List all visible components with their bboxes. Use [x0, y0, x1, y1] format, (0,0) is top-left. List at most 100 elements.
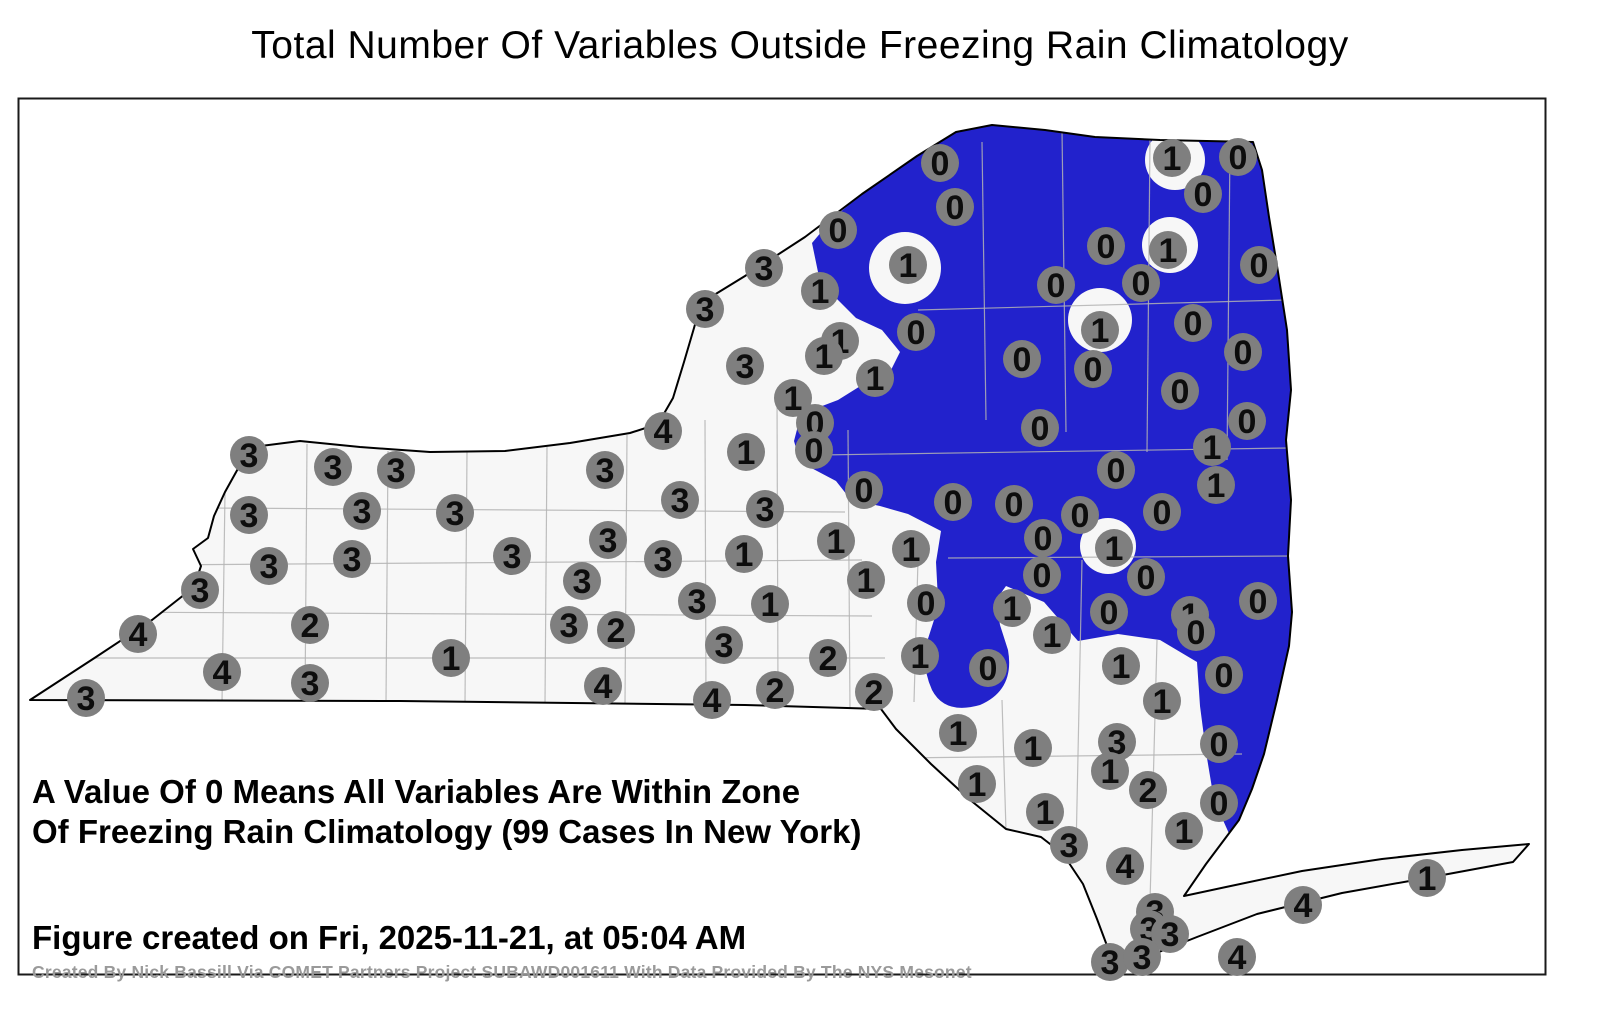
station-marker: 1 — [892, 530, 930, 569]
station-circle — [1129, 771, 1167, 809]
county-boundaries — [60, 129, 1291, 903]
station-circle — [1050, 826, 1088, 864]
station-marker: 3 — [230, 496, 268, 535]
station-marker: 1 — [993, 589, 1031, 628]
station-value: 0 — [1210, 726, 1229, 764]
station-marker: 0 — [1205, 656, 1243, 695]
station-value: 0 — [1137, 559, 1156, 597]
station-value: 1 — [1105, 530, 1124, 568]
station-circle — [847, 561, 885, 599]
station-circle — [686, 290, 724, 328]
station-value: 0 — [1210, 785, 1229, 823]
station-value: 1 — [1203, 429, 1222, 467]
station-value: 4 — [1228, 939, 1247, 977]
station-value: 3 — [260, 548, 279, 586]
station-circle — [856, 359, 894, 397]
station-marker: 0 — [969, 649, 1007, 688]
station-marker: 0 — [1200, 784, 1238, 823]
station-marker: 3 — [1091, 943, 1129, 982]
station-value: 2 — [819, 640, 838, 678]
station-value: 3 — [324, 449, 343, 487]
station-value: 2 — [1139, 772, 1158, 810]
station-value: 4 — [213, 654, 232, 692]
station-circle — [1228, 402, 1266, 440]
station-circle — [67, 679, 105, 717]
station-value: 0 — [1249, 583, 1268, 621]
station-circle — [661, 481, 699, 519]
station-value: 3 — [654, 541, 673, 579]
station-marker: 3 — [686, 290, 724, 329]
station-circle — [1014, 729, 1052, 767]
station-marker: 0 — [936, 188, 974, 227]
station-marker: 3 — [343, 492, 381, 531]
station-circle — [563, 562, 601, 600]
station-marker: 3 — [745, 249, 783, 288]
station-value: 1 — [968, 766, 987, 804]
station-circle — [756, 671, 794, 709]
station-circle — [1143, 682, 1181, 720]
station-circle — [343, 492, 381, 530]
station-value: 0 — [1033, 557, 1052, 595]
zone-annotation: A Value Of 0 Means All Variables Are Wit… — [32, 772, 861, 853]
station-marker: 0 — [819, 211, 857, 250]
station-marker: 0 — [934, 483, 972, 522]
station-value: 1 — [1101, 753, 1120, 791]
station-marker: 0 — [1143, 493, 1181, 532]
station-value: 4 — [654, 413, 673, 451]
station-marker: 1 — [432, 639, 470, 678]
station-marker: 0 — [1024, 519, 1062, 558]
station-value: 2 — [301, 607, 320, 645]
station-marker: 3 — [181, 571, 219, 610]
station-circle — [1174, 304, 1212, 342]
station-circle — [250, 547, 288, 585]
station-circle — [1033, 616, 1071, 654]
station-marker: 4 — [119, 615, 157, 654]
station-marker: 3 — [333, 540, 371, 579]
station-value: 3 — [696, 291, 715, 329]
station-value: 1 — [1159, 232, 1178, 270]
station-value: 0 — [855, 472, 874, 510]
station-marker: 3 — [493, 537, 531, 576]
station-marker: 1 — [727, 433, 765, 472]
station-circle — [586, 451, 624, 489]
station-circle — [1153, 139, 1191, 177]
station-value: 3 — [755, 250, 774, 288]
station-circle — [584, 667, 622, 705]
station-marker: 1 — [1149, 231, 1187, 270]
station-marker: 1 — [725, 535, 763, 574]
station-circle — [1149, 231, 1187, 269]
station-markers: 0 1 00 00 0 11 031 0 030 1 011 03 01 01 004 0 001 13 3 3 3 00… — [67, 138, 1446, 982]
station-value: 3 — [1101, 944, 1120, 982]
station-circle — [550, 606, 588, 644]
station-marker: 0 — [921, 144, 959, 183]
station-marker: 4 — [693, 681, 731, 720]
station-value: 0 — [1031, 410, 1050, 448]
station-circle — [119, 615, 157, 653]
station-value: 1 — [1112, 648, 1131, 686]
station-marker: 0 — [1023, 556, 1061, 595]
station-value: 1 — [949, 715, 968, 753]
station-value: 3 — [77, 680, 96, 718]
station-circle — [1095, 529, 1133, 567]
station-value: 0 — [1229, 139, 1248, 177]
station-circle — [1074, 350, 1112, 388]
station-marker: 1 — [889, 246, 927, 285]
station-value: 0 — [1250, 247, 1269, 285]
station-circle — [1024, 519, 1062, 557]
station-marker: 3 — [314, 448, 352, 487]
station-circle — [936, 188, 974, 226]
station-value: 1 — [866, 360, 885, 398]
station-circle — [1143, 493, 1181, 531]
station-circle — [1200, 725, 1238, 763]
station-marker: 1 — [1014, 729, 1052, 768]
station-marker: 3 — [705, 626, 743, 665]
station-circle — [1193, 428, 1231, 466]
station-circle — [1087, 227, 1125, 265]
station-value: 0 — [1132, 265, 1151, 303]
station-circle — [1061, 496, 1099, 534]
station-marker: 0 — [897, 313, 935, 352]
station-value: 1 — [761, 586, 780, 624]
station-value: 1 — [1024, 730, 1043, 768]
station-value: 1 — [737, 434, 756, 472]
